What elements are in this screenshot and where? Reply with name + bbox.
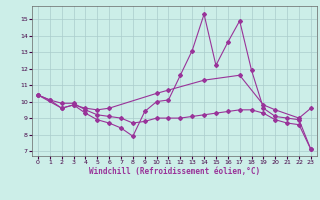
X-axis label: Windchill (Refroidissement éolien,°C): Windchill (Refroidissement éolien,°C) bbox=[89, 167, 260, 176]
